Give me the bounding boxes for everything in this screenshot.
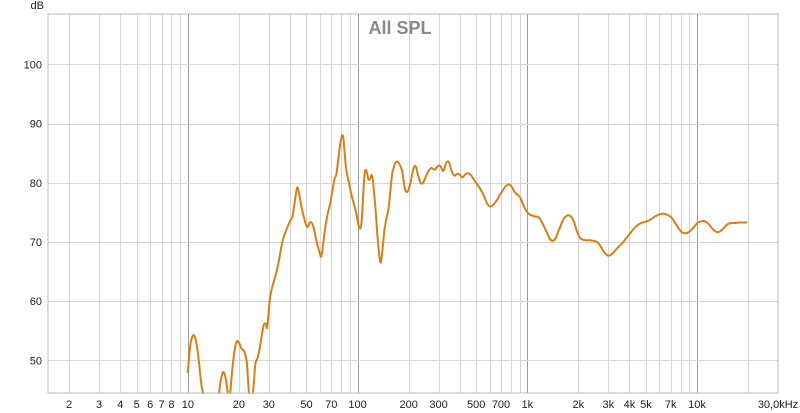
x-tick-label: 3k: [602, 399, 614, 411]
x-tick-label: 30: [263, 399, 275, 411]
x-tick-label: 1k: [521, 399, 533, 411]
x-tick-label: 100: [348, 399, 366, 411]
y-tick-label: 90: [30, 119, 42, 131]
y-tick-labels: 50 60 70 80 90 100: [24, 59, 42, 367]
x-tick-label: 300: [429, 399, 447, 411]
x-tick-label: 700: [492, 399, 510, 411]
x-tick-label: 2: [66, 399, 72, 411]
x-tick-label: 4: [117, 399, 123, 411]
y-tick-label: 80: [30, 178, 42, 190]
x-tick-label: 3: [96, 399, 102, 411]
x-tick-label: 70: [325, 399, 337, 411]
grid-lines: [48, 14, 778, 393]
y-tick-label: 50: [30, 355, 42, 367]
x-tick-label: 7k: [665, 399, 677, 411]
x-tick-label: 8: [168, 399, 174, 411]
x-tick-label: 10: [182, 399, 194, 411]
x-tick-label: 4k: [624, 399, 636, 411]
x-tick-labels: 2 3 4 5 6 7 8 10 20 30 50 70 100 200 300 500 700 1k 2k 3k 4k…: [66, 399, 798, 411]
x-tick-label: 2k: [573, 399, 585, 411]
x-tick-label: 5: [134, 399, 140, 411]
x-tick-label: 500: [467, 399, 485, 411]
y-tick-label: 60: [30, 296, 42, 308]
x-tick-label: 20: [233, 399, 245, 411]
x-tick-label: 6: [147, 399, 153, 411]
x-tick-label: 5k: [640, 399, 652, 411]
series-layer: [186, 134, 748, 394]
y-axis-unit-label: dB: [31, 0, 44, 12]
spl-curve-segment: [229, 339, 250, 394]
x-tick-label: 10k: [688, 399, 706, 411]
x-tick-label: 50: [300, 399, 312, 411]
spl-curve-segment: [218, 370, 229, 394]
chart-title: All SPL: [368, 18, 431, 38]
plot-area: [48, 14, 778, 393]
spl-curve-segment: [186, 334, 205, 394]
x-tick-label: 7: [158, 399, 164, 411]
x-tick-label: 200: [399, 399, 417, 411]
y-tick-label: 100: [24, 59, 42, 71]
spl-curve-segment: [252, 134, 748, 394]
y-tick-label: 70: [30, 237, 42, 249]
plot-frame: [47, 13, 779, 394]
x-tick-label: 30,0kHz: [758, 399, 798, 411]
